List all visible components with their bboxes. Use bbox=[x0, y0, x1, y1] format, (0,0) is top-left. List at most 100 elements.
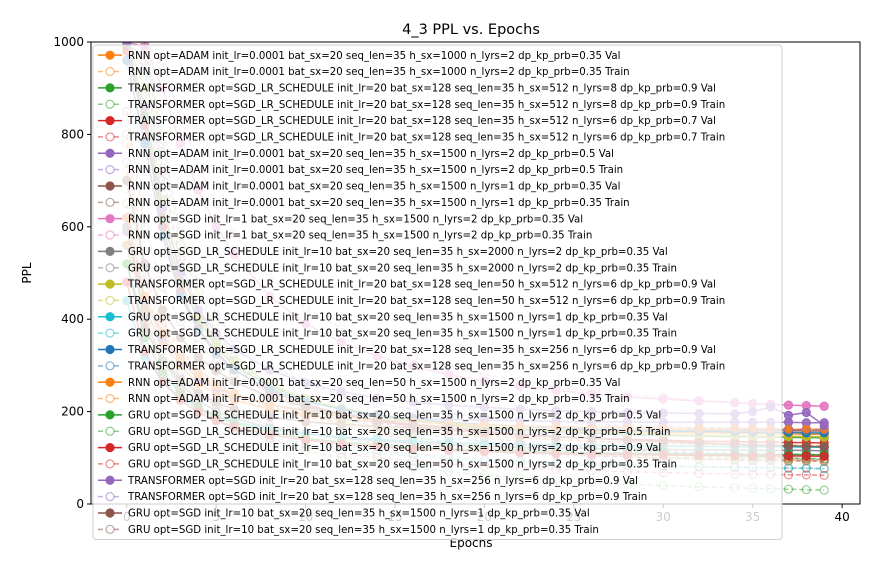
x-tick-label: 40 bbox=[834, 510, 849, 524]
legend-marker bbox=[105, 312, 115, 322]
legend-entry: GRU opt=SGD_LR_SCHEDULE init_lr=10 bat_s… bbox=[98, 312, 668, 323]
legend-entry: GRU opt=SGD init_lr=10 bat_sx=20 seq_len… bbox=[98, 524, 599, 536]
legend-label: RNN opt=ADAM init_lr=0.0001 bat_sx=20 se… bbox=[128, 149, 614, 160]
legend-entry: TRANSFORMER opt=SGD_LR_SCHEDULE init_lr=… bbox=[98, 115, 716, 127]
legend-entry: RNN opt=ADAM init_lr=0.0001 bat_sx=20 se… bbox=[98, 197, 630, 209]
data-point bbox=[783, 453, 794, 463]
legend-box bbox=[92, 44, 783, 540]
data-point bbox=[783, 441, 794, 451]
legend-label: GRU opt=SGD_LR_SCHEDULE init_lr=10 bat_s… bbox=[128, 460, 677, 471]
legend-entry: TRANSFORMER opt=SGD_LR_SCHEDULE init_lr=… bbox=[98, 99, 725, 111]
legend-marker bbox=[105, 377, 115, 387]
data-point bbox=[801, 407, 811, 418]
legend-entry: TRANSFORMER opt=SGD init_lr=20 bat_sx=12… bbox=[98, 492, 647, 503]
legend-marker bbox=[105, 508, 115, 518]
legend-label: GRU opt=SGD_LR_SCHEDULE init_lr=10 bat_s… bbox=[128, 247, 668, 258]
legend: RNN opt=ADAM init_lr=0.0001 bat_sx=20 se… bbox=[92, 44, 783, 540]
legend-marker bbox=[105, 132, 115, 142]
chart-title: 4_3 PPL vs. Epochs bbox=[402, 22, 540, 38]
legend-marker bbox=[105, 279, 115, 289]
legend-marker bbox=[105, 393, 115, 404]
legend-label: TRANSFORMER opt=SGD_LR_SCHEDULE init_lr=… bbox=[127, 345, 716, 356]
legend-entry: GRU opt=SGD_LR_SCHEDULE init_lr=10 bat_s… bbox=[98, 426, 670, 438]
legend-entry: TRANSFORMER opt=SGD_LR_SCHEDULE init_lr=… bbox=[98, 83, 716, 94]
legend-label: RNN opt=ADAM init_lr=0.0001 bat_sx=20 se… bbox=[128, 165, 623, 176]
legend-label: TRANSFORMER opt=SGD_LR_SCHEDULE init_lr=… bbox=[127, 100, 725, 111]
legend-entry: TRANSFORMER opt=SGD_LR_SCHEDULE init_lr=… bbox=[98, 344, 716, 356]
legend-marker bbox=[105, 426, 115, 436]
y-tick-label: 600 bbox=[61, 220, 84, 234]
legend-marker bbox=[105, 295, 115, 306]
data-point bbox=[783, 470, 794, 480]
legend-marker bbox=[105, 524, 115, 534]
legend-entry: GRU opt=SGD_LR_SCHEDULE init_lr=10 bat_s… bbox=[98, 246, 668, 258]
legend-entry: TRANSFORMER opt=SGD_LR_SCHEDULE init_lr=… bbox=[98, 279, 716, 291]
legend-label: GRU opt=SGD_LR_SCHEDULE init_lr=10 bat_s… bbox=[128, 443, 661, 454]
legend-entry: RNN opt=ADAM init_lr=0.0001 bat_sx=20 se… bbox=[98, 148, 614, 160]
legend-marker bbox=[105, 459, 115, 469]
legend-label: TRANSFORMER opt=SGD_LR_SCHEDULE init_lr=… bbox=[127, 133, 725, 144]
legend-marker bbox=[105, 442, 115, 453]
legend-marker bbox=[105, 165, 115, 175]
legend-entry: GRU opt=SGD_LR_SCHEDULE init_lr=10 bat_s… bbox=[98, 459, 677, 471]
data-point bbox=[783, 424, 794, 434]
data-point bbox=[819, 401, 829, 412]
data-point bbox=[783, 484, 794, 494]
legend-marker bbox=[105, 328, 115, 338]
legend-entry: RNN opt=SGD init_lr=1 bat_sx=20 seq_len=… bbox=[98, 230, 592, 242]
data-point bbox=[819, 425, 829, 435]
legend-entry: GRU opt=SGD_LR_SCHEDULE init_lr=10 bat_s… bbox=[98, 328, 677, 340]
legend-entry: GRU opt=SGD_LR_SCHEDULE init_lr=10 bat_s… bbox=[98, 442, 661, 454]
legend-marker bbox=[105, 181, 115, 191]
legend-entry: RNN opt=ADAM init_lr=0.0001 bat_sx=20 se… bbox=[98, 377, 620, 389]
y-tick-label: 1000 bbox=[53, 35, 84, 49]
legend-label: GRU opt=SGD_LR_SCHEDULE init_lr=10 bat_s… bbox=[128, 427, 670, 438]
legend-marker bbox=[105, 83, 115, 93]
y-tick-label: 200 bbox=[61, 405, 84, 419]
legend-marker bbox=[105, 197, 115, 207]
legend-marker bbox=[105, 344, 115, 355]
data-point bbox=[819, 485, 829, 495]
legend-entry: RNN opt=ADAM init_lr=0.0001 bat_sx=20 se… bbox=[98, 393, 630, 405]
legend-marker bbox=[105, 66, 115, 77]
legend-entry: TRANSFORMER opt=SGD_LR_SCHEDULE init_lr=… bbox=[98, 361, 725, 372]
legend-label: GRU opt=SGD init_lr=10 bat_sx=20 seq_len… bbox=[128, 509, 590, 520]
legend-entry: RNN opt=ADAM init_lr=0.0001 bat_sx=20 se… bbox=[98, 181, 620, 193]
legend-label: GRU opt=SGD_LR_SCHEDULE init_lr=10 bat_s… bbox=[128, 263, 677, 274]
legend-marker bbox=[105, 99, 115, 109]
legend-label: TRANSFORMER opt=SGD init_lr=20 bat_sx=12… bbox=[127, 476, 638, 487]
legend-entry: GRU opt=SGD init_lr=10 bat_sx=20 seq_len… bbox=[98, 508, 590, 520]
legend-label: RNN opt=ADAM init_lr=0.0001 bat_sx=20 se… bbox=[128, 198, 630, 209]
legend-marker bbox=[105, 214, 115, 224]
legend-marker bbox=[105, 115, 115, 126]
y-tick-label: 800 bbox=[61, 127, 84, 141]
data-point bbox=[783, 410, 794, 420]
legend-entry: GRU opt=SGD_LR_SCHEDULE init_lr=10 bat_s… bbox=[98, 410, 661, 421]
legend-label: RNN opt=ADAM init_lr=0.0001 bat_sx=20 se… bbox=[128, 51, 620, 62]
legend-label: GRU opt=SGD init_lr=10 bat_sx=20 seq_len… bbox=[128, 525, 599, 536]
legend-entry: GRU opt=SGD_LR_SCHEDULE init_lr=10 bat_s… bbox=[98, 263, 677, 274]
legend-label: RNN opt=ADAM init_lr=0.0001 bat_sx=20 se… bbox=[128, 182, 620, 193]
legend-label: TRANSFORMER opt=SGD_LR_SCHEDULE init_lr=… bbox=[127, 83, 716, 94]
legend-marker bbox=[105, 230, 115, 240]
legend-marker bbox=[105, 410, 115, 420]
legend-entry: RNN opt=ADAM init_lr=0.0001 bat_sx=20 se… bbox=[98, 165, 623, 176]
data-point bbox=[801, 424, 811, 434]
legend-label: RNN opt=ADAM init_lr=0.0001 bat_sx=20 se… bbox=[128, 394, 630, 405]
data-point bbox=[801, 441, 811, 451]
data-point bbox=[801, 485, 811, 495]
data-point bbox=[783, 400, 794, 410]
legend-marker bbox=[105, 246, 115, 256]
legend-label: GRU opt=SGD_LR_SCHEDULE init_lr=10 bat_s… bbox=[128, 312, 668, 323]
data-point bbox=[819, 451, 829, 461]
y-axis-label: PPL bbox=[20, 262, 34, 283]
y-tick-label: 400 bbox=[61, 312, 84, 326]
y-tick-label: 0 bbox=[76, 497, 84, 511]
legend-label: TRANSFORMER opt=SGD_LR_SCHEDULE init_lr=… bbox=[127, 116, 716, 127]
legend-marker bbox=[105, 148, 115, 158]
legend-entry: TRANSFORMER opt=SGD_LR_SCHEDULE init_lr=… bbox=[98, 295, 725, 307]
legend-label: RNN opt=SGD init_lr=1 bat_sx=20 seq_len=… bbox=[128, 231, 592, 242]
legend-marker bbox=[105, 361, 115, 371]
data-point bbox=[819, 464, 829, 474]
